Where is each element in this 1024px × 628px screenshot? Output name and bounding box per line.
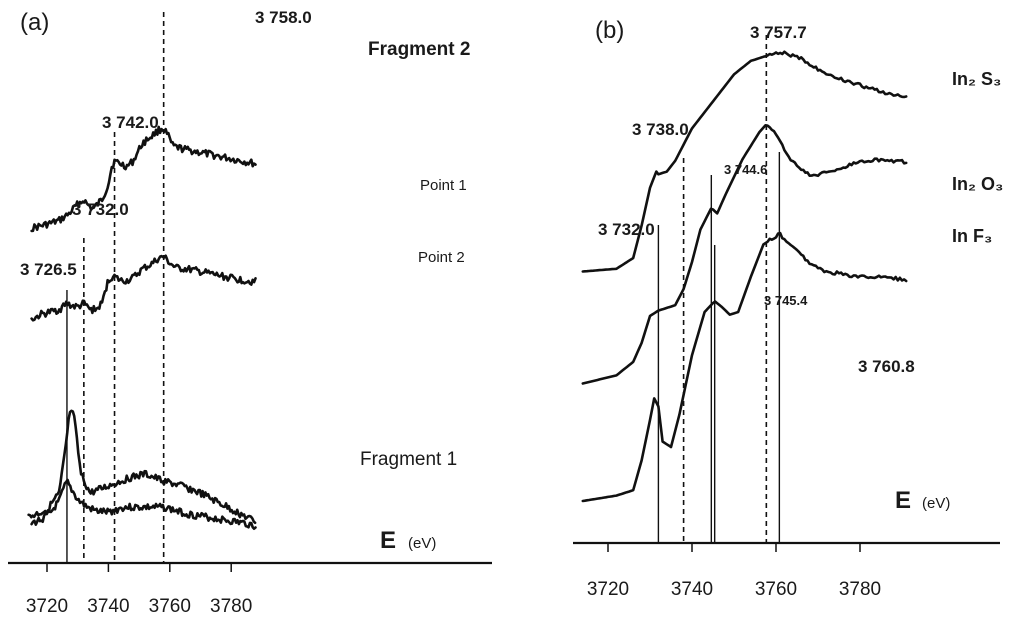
x-axis-label-b: E — [895, 487, 911, 514]
series-label-fragment-1: Fragment 1 — [360, 449, 457, 470]
curves-b — [581, 50, 908, 503]
annotations-a: 3 726.5 3 732.0 3 742.0 3 758.0 — [20, 8, 312, 279]
series-line-b — [581, 124, 908, 385]
annotations-b: 3 732.0 3 738.0 3 744.6 3 745.4 3 757.7 3 760… — [598, 23, 915, 376]
x-axis-unit-a: (eV) — [408, 535, 436, 552]
peak-label-a: 3 742.0 — [102, 113, 159, 132]
series-label-point-1: Point 1 — [420, 177, 467, 194]
tick-label-b: 3760 — [755, 579, 797, 600]
series-line-a — [30, 254, 257, 322]
series-label-in2s3: In₂ S₃ — [952, 69, 1001, 89]
peak-label-a: 3 758.0 — [255, 8, 312, 27]
tick-label-a: 3780 — [210, 596, 252, 617]
peak-label-b: 3 745.4 — [764, 293, 808, 308]
peak-label-b: 3 757.7 — [750, 23, 807, 42]
tick-label-b: 3720 — [587, 579, 629, 600]
series-label-inf3: In F₃ — [952, 226, 992, 246]
ticks-b: 3720 3740 3760 3780 — [587, 543, 881, 600]
series-label-point-2: Point 2 — [418, 249, 465, 266]
reference-lines-a — [66, 12, 165, 563]
series-line-b — [581, 231, 908, 503]
peak-label-b: 3 738.0 — [632, 120, 689, 139]
reference-lines-b — [657, 35, 781, 543]
series-line-b — [581, 50, 908, 273]
series-label-fragment-2: Fragment 2 — [368, 39, 470, 60]
tick-label-b: 3780 — [839, 579, 881, 600]
peak-label-b: 3 732.0 — [598, 220, 655, 239]
peak-label-b: 3 744.6 — [724, 162, 767, 177]
peak-label-a: 3 726.5 — [20, 260, 77, 279]
x-axis-unit-b: (eV) — [922, 495, 950, 512]
series-label-in2o3: In₂ O₃ — [952, 174, 1003, 194]
tick-label-a: 3740 — [87, 596, 129, 617]
panel-label-a: (a) — [20, 9, 49, 36]
curves-a — [27, 125, 257, 530]
x-axis-label-a: E — [380, 527, 396, 554]
series-line-a — [30, 478, 257, 530]
tick-label-b: 3740 — [671, 579, 713, 600]
panel-a: (a) 3720 3740 3760 3780 3 726.5 3 732.0 3 742… — [8, 8, 492, 617]
panel-b: (b) 3720 3740 3760 3780 3 732.0 3 738.0 3 744… — [573, 17, 1003, 600]
tick-label-a: 3720 — [26, 596, 68, 617]
ticks-a: 3720 3740 3760 3780 — [26, 563, 252, 617]
series-line-a — [30, 125, 257, 233]
series-line-a — [27, 409, 257, 525]
peak-label-a: 3 732.0 — [72, 200, 129, 219]
peak-label-b: 3 760.8 — [858, 357, 915, 376]
tick-label-a: 3760 — [149, 596, 191, 617]
panel-label-b: (b) — [595, 17, 624, 44]
